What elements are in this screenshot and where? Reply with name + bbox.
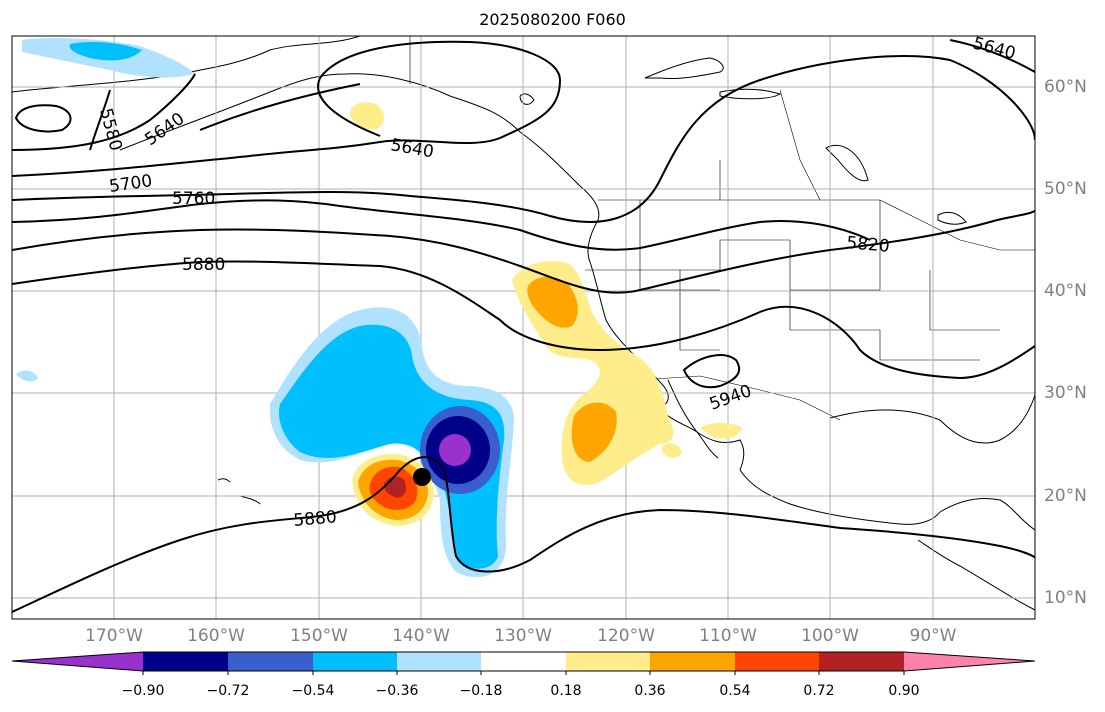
- latitude-label: 50°N: [1044, 179, 1087, 199]
- colorbar-tick-label: 0.90: [888, 683, 920, 699]
- colorbar-ticks: [142, 671, 905, 675]
- positive-anomaly-medium: [527, 276, 578, 328]
- colorbar-tick-label: −0.18: [459, 683, 503, 699]
- colorbar-bin: [397, 652, 481, 671]
- colorbar-tick-label: 0.18: [550, 683, 582, 699]
- longitude-label: 90°W: [909, 626, 957, 646]
- colorbar-tick-label: −0.90: [121, 683, 165, 699]
- height-contours: [12, 39, 1035, 613]
- negative-anomaly-strongest: [439, 434, 471, 466]
- colorbar-overflow: [904, 652, 1035, 671]
- contour-label: 5640: [389, 135, 435, 162]
- colorbar-tick-label: 0.72: [803, 683, 835, 699]
- longitude-label: 130°W: [494, 626, 552, 646]
- longitude-label: 150°W: [290, 626, 348, 646]
- contour-label: 5700: [108, 171, 154, 197]
- contour-label: 5640: [141, 109, 188, 150]
- contour-label: 5760: [172, 189, 215, 209]
- colorbar-bin: [566, 652, 650, 671]
- colorbar-bin: [313, 652, 397, 671]
- negative-anomaly-medium: [278, 324, 505, 569]
- colorbar-bin: [228, 652, 313, 671]
- map-title: 2025080200 F060: [479, 10, 626, 29]
- colorbar-bin: [819, 652, 904, 671]
- colorbar-bin: [650, 652, 735, 671]
- contour-label: 5640: [971, 34, 1018, 65]
- storm-center-marker: [413, 468, 431, 486]
- borders: [409, 36, 1035, 421]
- longitude-label: 120°W: [597, 626, 655, 646]
- latitude-label: 60°N: [1044, 77, 1087, 97]
- contour-label: 5580: [95, 106, 126, 153]
- latitude-label: 10°N: [1044, 588, 1087, 608]
- longitude-label: 100°W: [801, 626, 859, 646]
- colorbar-underflow: [12, 652, 143, 671]
- latitude-label: 20°N: [1044, 486, 1087, 506]
- map-frame: [11, 35, 1036, 620]
- colorbar-bin: [143, 652, 228, 671]
- colorbar-tick-label: −0.54: [291, 683, 335, 699]
- contour-label: 5880: [293, 507, 338, 531]
- longitude-label: 140°W: [392, 626, 450, 646]
- latitude-label: 40°N: [1044, 281, 1087, 301]
- colorbar-tick-label: 0.54: [719, 683, 751, 699]
- latitude-label: 30°N: [1044, 383, 1087, 403]
- colorbar-bin: [481, 652, 566, 671]
- colorbar-tick-label: −0.72: [206, 683, 250, 699]
- contour-label: 5820: [846, 233, 891, 257]
- colorbar-bin: [735, 652, 819, 671]
- longitude-label: 110°W: [699, 626, 757, 646]
- colorbar-tick-label: −0.36: [375, 683, 419, 699]
- colorbar-tick-label: 0.36: [634, 683, 666, 699]
- anomaly-shading: [16, 38, 742, 578]
- colorbar: [11, 651, 1036, 675]
- longitude-label: 160°W: [187, 626, 245, 646]
- contour-label: 5880: [182, 255, 225, 275]
- longitude-label: 170°W: [85, 626, 143, 646]
